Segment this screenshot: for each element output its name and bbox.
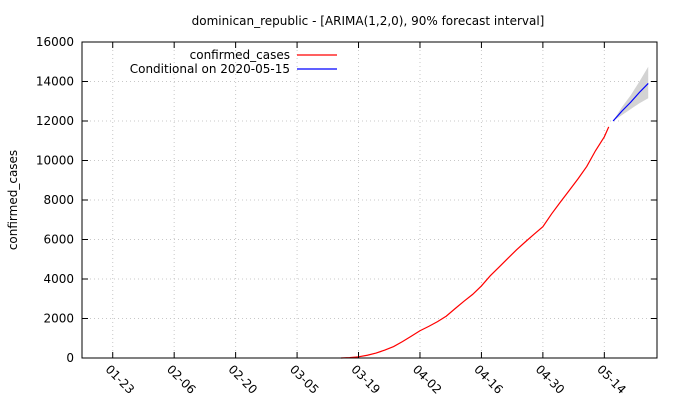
- series-layer: [340, 83, 649, 359]
- x-tick-label: 04-02: [410, 362, 445, 397]
- chart-title: dominican_republic - [ARIMA(1,2,0), 90% …: [192, 14, 545, 28]
- forecast-band-layer: [613, 66, 649, 121]
- x-tick-label: 01-23: [103, 362, 138, 397]
- x-tick-label: 04-30: [533, 362, 568, 397]
- x-tick-label: 03-05: [287, 362, 322, 397]
- y-tick-label: 10000: [36, 154, 74, 168]
- y-tick-label: 0: [66, 351, 74, 365]
- y-tick-label: 2000: [43, 312, 74, 326]
- x-tick-label: 05-14: [594, 362, 629, 397]
- forecast-line: [612, 83, 649, 122]
- gridlines: [82, 42, 657, 358]
- x-tick-label: 03-19: [348, 362, 383, 397]
- y-tick-label: 4000: [43, 272, 74, 286]
- forecast-interval-band: [613, 66, 649, 121]
- y-tick-label: 12000: [36, 114, 74, 128]
- x-tick-label: 02-20: [226, 362, 261, 397]
- y-tick-label: 6000: [43, 233, 74, 247]
- legend-label: Conditional on 2020-05-15: [130, 62, 290, 76]
- y-axis-label: confirmed_cases: [6, 150, 20, 250]
- confirmed-cases-line: [340, 126, 610, 359]
- y-tick-label: 14000: [36, 75, 74, 89]
- x-tick-label: 02-06: [164, 362, 199, 397]
- legend-label: confirmed_cases: [190, 48, 290, 62]
- y-tick-label: 16000: [36, 35, 74, 49]
- x-tick-label: 04-16: [471, 362, 506, 397]
- axis-ticks: 0 2000 4000 6000 8000 10000 12000 14000 16000 01-…: [36, 35, 657, 397]
- y-tick-label: 8000: [43, 193, 74, 207]
